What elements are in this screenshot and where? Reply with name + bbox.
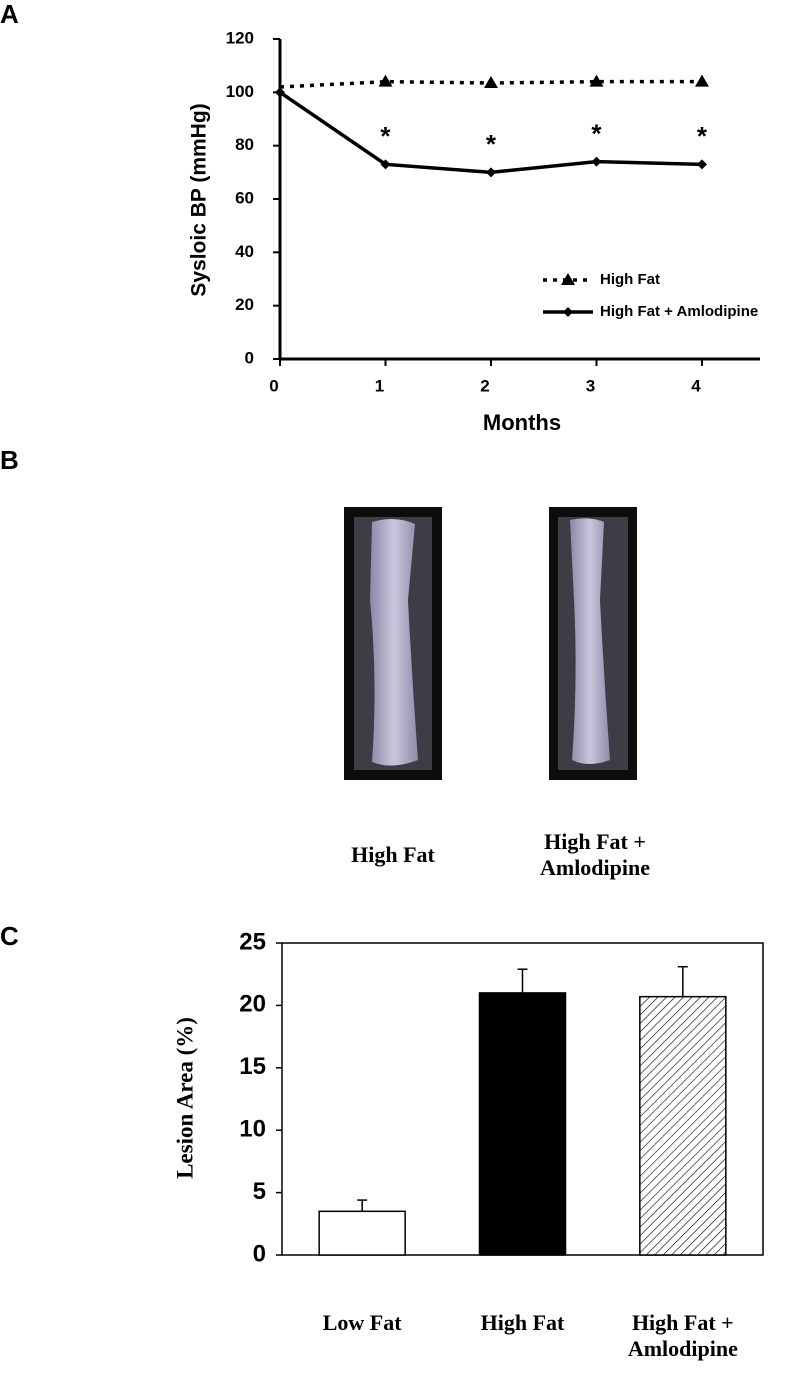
significance-mark: *	[380, 121, 391, 151]
y-tick-label: 60	[235, 188, 254, 207]
y-tick-label: 15	[239, 1053, 266, 1080]
y-tick-label: 0	[245, 348, 254, 367]
photo	[344, 507, 442, 780]
diamond-marker	[380, 159, 391, 170]
legend-label: High Fat + Amlodipine	[600, 303, 758, 320]
x-axis-title: Months	[483, 410, 561, 435]
triangle-marker	[483, 76, 498, 88]
triangle-marker	[561, 273, 575, 285]
x-tick-label: 2	[480, 376, 489, 395]
y-tick-label: 100	[226, 82, 254, 101]
y-tick-label: 20	[239, 991, 266, 1018]
y-tick-label: 25	[239, 928, 266, 955]
photo	[549, 507, 637, 780]
y-tick-label: 20	[235, 295, 254, 314]
diamond-marker	[696, 159, 707, 170]
x-tick-label: 4	[691, 376, 701, 395]
y-tick-label: 0	[253, 1240, 266, 1267]
x-tick-label: High Fat + Amlodipine	[627, 1310, 738, 1361]
x-tick-label: High Fat	[480, 1310, 565, 1335]
diamond-marker	[485, 167, 496, 178]
triangle-marker	[694, 74, 709, 87]
photo-caption: High Fat	[351, 842, 435, 867]
y-axis-title: Lesion Area (%)	[172, 1017, 197, 1179]
significance-mark: *	[486, 129, 497, 159]
y-tick-label: 40	[235, 242, 254, 261]
x-tick-label: Low Fat	[322, 1310, 402, 1335]
bar	[478, 992, 567, 1256]
y-tick-label: 5	[253, 1178, 266, 1205]
significance-mark: *	[697, 121, 708, 151]
panel-label: B	[0, 445, 19, 475]
triangle-marker	[378, 74, 393, 87]
x-tick-label: 3	[586, 376, 595, 395]
photo-caption: High Fat + Amlodipine	[539, 829, 651, 880]
diamond-marker	[275, 87, 285, 98]
significance-mark: *	[591, 119, 602, 149]
bar	[318, 1210, 406, 1256]
y-axis-title: Sysloic BP (mmHg)	[188, 103, 211, 296]
triangle-marker	[589, 74, 604, 87]
panel-label: C	[0, 921, 19, 951]
legend-label: High Fat	[600, 271, 660, 288]
x-tick-label: 1	[375, 376, 384, 395]
bar	[639, 995, 727, 1256]
y-tick-label: 120	[226, 28, 254, 47]
diamond-marker	[563, 307, 573, 317]
panel-label: A	[0, 0, 19, 29]
y-tick-label: 10	[239, 1116, 266, 1143]
diamond-marker	[591, 156, 602, 167]
x-tick-label: 0	[269, 376, 278, 395]
y-tick-label: 80	[235, 135, 254, 154]
